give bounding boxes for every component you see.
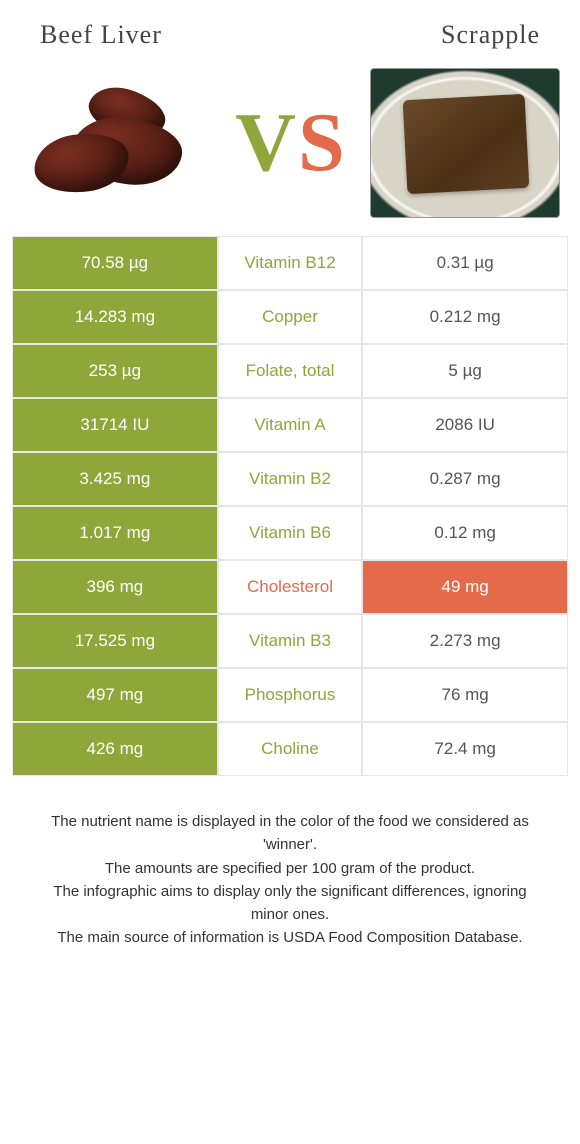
left-value: 31714 IU <box>12 398 218 452</box>
table-row: 497 mgPhosphorus76 mg <box>12 668 568 722</box>
footer-line: The amounts are specified per 100 gram o… <box>36 857 544 880</box>
food-left-image <box>20 68 210 218</box>
footer-line: The nutrient name is displayed in the co… <box>36 810 544 857</box>
left-value: 396 mg <box>12 560 218 614</box>
food-right-image <box>370 68 560 218</box>
footer-notes: The nutrient name is displayed in the co… <box>12 776 568 950</box>
table-row: 31714 IUVitamin A2086 IU <box>12 398 568 452</box>
table-row: 17.525 mgVitamin B32.273 mg <box>12 614 568 668</box>
right-value: 0.31 µg <box>362 236 568 290</box>
nutrient-name: Copper <box>218 290 363 344</box>
left-value: 14.283 mg <box>12 290 218 344</box>
table-row: 253 µgFolate, total5 µg <box>12 344 568 398</box>
nutrient-name: Vitamin B12 <box>218 236 363 290</box>
table-row: 426 mgCholine72.4 mg <box>12 722 568 776</box>
left-value: 497 mg <box>12 668 218 722</box>
nutrient-name: Folate, total <box>218 344 363 398</box>
table-row: 70.58 µgVitamin B120.31 µg <box>12 236 568 290</box>
nutrient-table: 70.58 µgVitamin B120.31 µg14.283 mgCoppe… <box>12 236 568 776</box>
vs-s: S <box>298 101 345 185</box>
footer-line: The infographic aims to display only the… <box>36 880 544 927</box>
footer-line: The main source of information is USDA F… <box>36 926 544 949</box>
table-row: 3.425 mgVitamin B20.287 mg <box>12 452 568 506</box>
table-row: 14.283 mgCopper0.212 mg <box>12 290 568 344</box>
right-value: 0.287 mg <box>362 452 568 506</box>
left-value: 253 µg <box>12 344 218 398</box>
vs-label: VS <box>235 101 344 185</box>
title-row: Beef Liver Scrapple <box>12 20 568 58</box>
left-value: 17.525 mg <box>12 614 218 668</box>
table-row: 396 mgCholesterol49 mg <box>12 560 568 614</box>
nutrient-name: Phosphorus <box>218 668 363 722</box>
right-value: 72.4 mg <box>362 722 568 776</box>
right-value: 2086 IU <box>362 398 568 452</box>
nutrient-name: Vitamin A <box>218 398 363 452</box>
left-value: 426 mg <box>12 722 218 776</box>
nutrient-name: Vitamin B6 <box>218 506 363 560</box>
right-value: 5 µg <box>362 344 568 398</box>
nutrient-name: Vitamin B2 <box>218 452 363 506</box>
left-value: 3.425 mg <box>12 452 218 506</box>
nutrient-name: Cholesterol <box>218 560 363 614</box>
left-value: 70.58 µg <box>12 236 218 290</box>
right-value: 76 mg <box>362 668 568 722</box>
table-row: 1.017 mgVitamin B60.12 mg <box>12 506 568 560</box>
liver-illustration <box>30 88 200 198</box>
comparison-infographic: Beef Liver Scrapple VS 70.58 µgVitamin B… <box>0 0 580 960</box>
nutrient-name: Vitamin B3 <box>218 614 363 668</box>
food-left-title: Beef Liver <box>40 20 162 50</box>
right-value: 2.273 mg <box>362 614 568 668</box>
left-value: 1.017 mg <box>12 506 218 560</box>
vs-v: V <box>235 101 296 185</box>
food-right-title: Scrapple <box>441 20 540 50</box>
right-value: 49 mg <box>362 560 568 614</box>
hero-row: VS <box>12 58 568 236</box>
right-value: 0.212 mg <box>362 290 568 344</box>
right-value: 0.12 mg <box>362 506 568 560</box>
nutrient-name: Choline <box>218 722 363 776</box>
